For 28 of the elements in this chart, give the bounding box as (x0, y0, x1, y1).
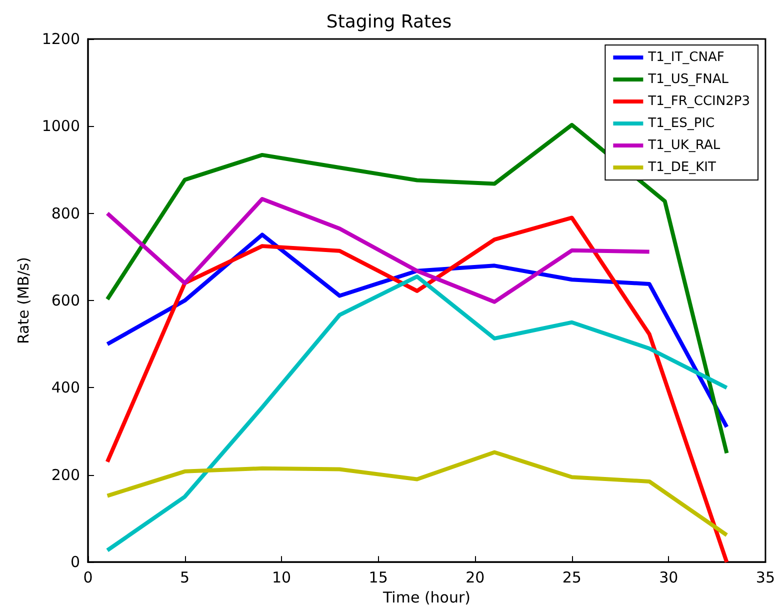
x-tick-label: 30 (659, 568, 678, 587)
line-series (105, 274, 729, 552)
x-axis-title: Time (hour) (382, 588, 470, 606)
legend-label: T1_DE_KIT (647, 160, 716, 175)
x-tick-label: 20 (466, 568, 485, 587)
line-series (105, 450, 729, 538)
y-tick-label: 0 (70, 553, 80, 572)
legend-label: T1_ES_PIC (647, 116, 715, 131)
y-axis-title: Rate (MB/s) (14, 257, 32, 344)
y-tick-label: 800 (51, 204, 80, 222)
x-tick-label: 25 (562, 568, 582, 587)
y-tick-label: 1200 (42, 30, 80, 48)
legend-label: T1_US_FNAL (647, 72, 730, 87)
x-tick-label: 5 (180, 568, 190, 587)
x-tick-label: 10 (272, 568, 292, 587)
y-tick-label: 200 (51, 466, 80, 484)
y-tick-label: 400 (51, 378, 80, 397)
x-tick-label: 15 (368, 568, 388, 587)
line-series (105, 196, 652, 304)
y-tick-label: 600 (51, 292, 80, 310)
x-tick-label: 35 (756, 568, 776, 587)
legend-label: T1_UK_RAL (647, 138, 721, 153)
chart-title: Staging Rates (326, 12, 452, 32)
legend-label: T1_FR_CCIN2P3 (647, 94, 750, 109)
x-tick-label: 0 (83, 568, 93, 587)
legend-label: T1_IT_CNAF (647, 50, 724, 65)
y-tick-label: 1000 (42, 117, 80, 136)
line-series (105, 216, 729, 564)
